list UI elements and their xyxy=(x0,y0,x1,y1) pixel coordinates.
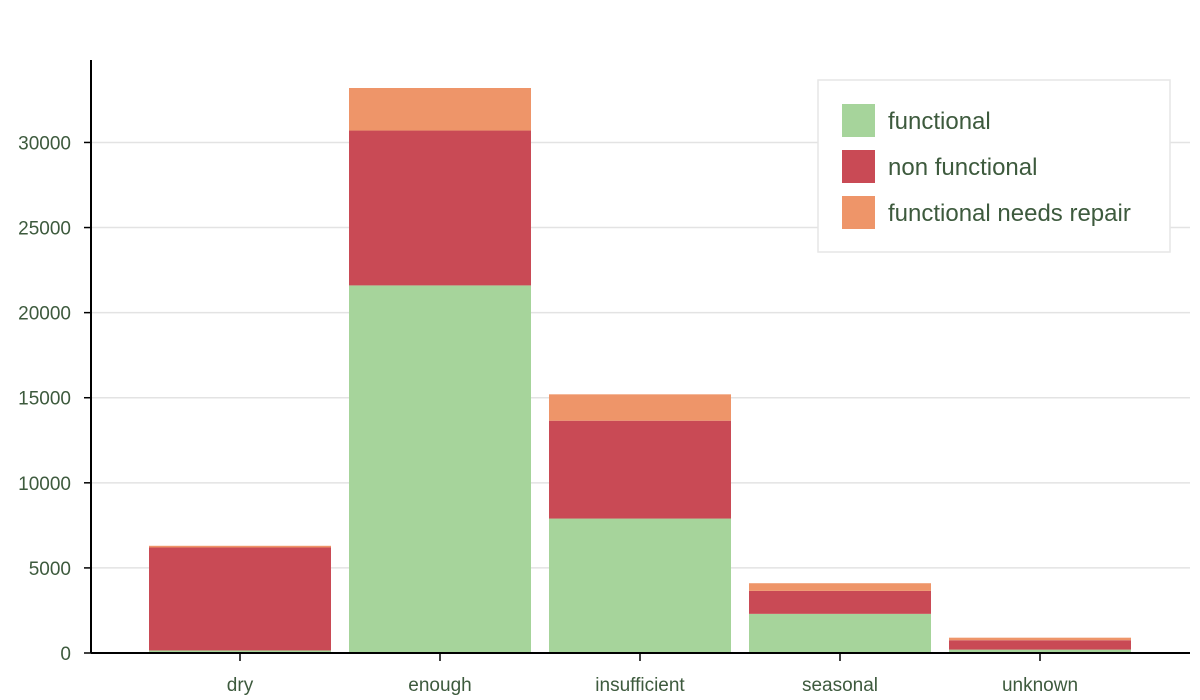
bar-enough-functional xyxy=(349,285,531,653)
legend-label: non functional xyxy=(888,154,1037,181)
bar-unknown-non-functional xyxy=(949,640,1131,650)
y-tick-label: 15000 xyxy=(18,389,71,410)
x-tick-label: unknown xyxy=(1002,675,1078,696)
y-tick-label: 0 xyxy=(60,644,71,665)
x-tick-label: enough xyxy=(408,675,471,696)
bar-seasonal-non-functional xyxy=(749,590,931,614)
bar-enough-non-functional xyxy=(349,130,531,286)
y-tick-label: 25000 xyxy=(18,219,71,240)
bar-dry-non-functional xyxy=(149,547,331,651)
bar-dry-functional-needs-repair xyxy=(149,545,331,548)
bar-dry-functional xyxy=(149,650,331,653)
bars xyxy=(149,88,1131,653)
x-tick-label: seasonal xyxy=(802,675,878,696)
legend-swatch xyxy=(842,196,875,229)
bar-unknown-functional-needs-repair xyxy=(949,637,1131,641)
y-tick-label: 5000 xyxy=(29,559,71,580)
bar-seasonal-functional xyxy=(749,613,931,653)
bar-insufficient-functional xyxy=(549,518,731,653)
bar-enough-functional-needs-repair xyxy=(349,88,531,131)
bar-insufficient-functional-needs-repair xyxy=(549,394,731,421)
legend-label: functional needs repair xyxy=(888,200,1131,227)
y-tick-label: 10000 xyxy=(18,474,71,495)
bar-seasonal-functional-needs-repair xyxy=(749,583,931,591)
x-axis-ticks: dry enough insufficient seasonal unknown xyxy=(227,653,1078,696)
y-tick-label: 20000 xyxy=(18,304,71,325)
legend-box xyxy=(817,79,1171,253)
legend-swatch xyxy=(842,150,875,183)
legend: functional non functional functional needs… xyxy=(817,79,1171,253)
y-axis-ticks: 0 5000 10000 15000 20000 25000 30000 xyxy=(18,133,91,665)
legend-label: functional xyxy=(888,108,991,135)
bar-insufficient-non-functional xyxy=(549,420,731,519)
y-tick-label: 30000 xyxy=(18,133,71,154)
bar-unknown-functional xyxy=(949,649,1131,653)
x-tick-label: dry xyxy=(227,675,254,696)
x-tick-label: insufficient xyxy=(595,675,685,696)
legend-swatch xyxy=(842,104,875,137)
